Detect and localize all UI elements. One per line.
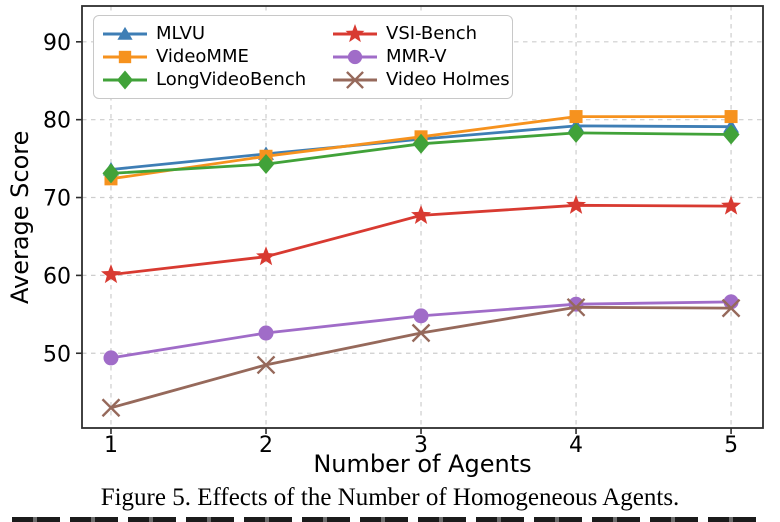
x-tick-label: 3 <box>414 433 428 458</box>
line-chart: 1 2 3 4 5 50 60 70 80 90 <box>43 5 764 458</box>
legend-sample <box>333 49 377 65</box>
legend-label: Video Holmes <box>386 69 510 91</box>
star-marker-icon <box>345 23 365 42</box>
circle-marker-icon <box>258 325 274 341</box>
legend-sample <box>333 23 377 42</box>
legend-label: VideoMME <box>156 45 249 67</box>
star-marker-icon <box>411 204 432 224</box>
x-tick-label: 5 <box>724 433 738 458</box>
legend: MLVU VideoMME LongVideoBench VSI-Bench MMR-V… <box>93 15 513 99</box>
circle-marker-icon <box>347 49 363 65</box>
legend-label: MMR-V <box>386 45 447 67</box>
x-marker-icon <box>566 297 586 317</box>
square-marker-icon <box>118 50 132 64</box>
diamond-marker-icon <box>257 154 275 175</box>
diamond-marker-icon <box>567 122 585 143</box>
circle-marker-icon <box>413 308 429 324</box>
square-marker-icon <box>724 110 738 124</box>
triangle-up-marker-icon <box>117 26 133 40</box>
figure-caption: Figure 5. Effects of the Number of Homog… <box>100 484 680 511</box>
x-tick-label: 1 <box>104 433 118 458</box>
legend-sample <box>103 70 147 90</box>
plot-border <box>81 5 764 429</box>
x-marker-icon <box>411 323 431 343</box>
y-axis-label: Average Score <box>6 130 34 304</box>
legend-item-vsi-bench: VSI-Bench <box>332 22 512 45</box>
legend-item-longvideobench: LongVideoBench <box>102 69 332 92</box>
y-tick-label: 70 <box>43 187 71 212</box>
legend-label: VSI-Bench <box>386 22 478 44</box>
y-tick-label: 80 <box>43 109 71 134</box>
x-tick-label: 2 <box>259 433 273 458</box>
circle-marker-icon <box>103 350 119 366</box>
legend-item-mlvu: MLVU <box>102 22 332 45</box>
legend-sample <box>333 71 377 90</box>
legend-item-videomme: VideoMME <box>102 45 332 68</box>
x-tick-label: 4 <box>569 433 583 458</box>
star-marker-icon <box>101 264 121 284</box>
x-marker-icon <box>346 71 364 90</box>
legend-label: LongVideoBench <box>156 69 307 91</box>
diamond-marker-icon <box>102 163 120 184</box>
diamond-marker-icon <box>412 133 430 154</box>
legend-label: MLVU <box>156 22 206 44</box>
legend-item-video-holmes: Video Holmes <box>332 69 512 92</box>
series-mmr-v <box>103 294 739 366</box>
star-marker-icon <box>256 246 276 266</box>
diamond-marker-icon <box>116 70 134 90</box>
x-axis-label: Number of Agents <box>313 450 532 478</box>
star-marker-icon <box>566 194 587 214</box>
series-longvideobench <box>102 122 740 184</box>
diamond-marker-icon <box>722 124 740 145</box>
square-marker-icon <box>569 110 583 124</box>
legend-item-mmr-v: MMR-V <box>332 45 512 68</box>
legend-sample <box>103 26 147 40</box>
x-marker-icon <box>101 398 121 418</box>
legend-sample <box>103 50 147 64</box>
cropped-next-line <box>12 517 762 522</box>
series-vsi-bench <box>101 194 742 284</box>
x-marker-icon <box>721 298 741 318</box>
y-tick-label: 90 <box>43 31 71 56</box>
x-marker-icon <box>256 355 276 375</box>
series-video-holmes <box>101 297 741 418</box>
y-tick-label: 60 <box>43 264 71 289</box>
y-tick-label: 50 <box>43 342 71 367</box>
star-marker-icon <box>721 195 742 215</box>
